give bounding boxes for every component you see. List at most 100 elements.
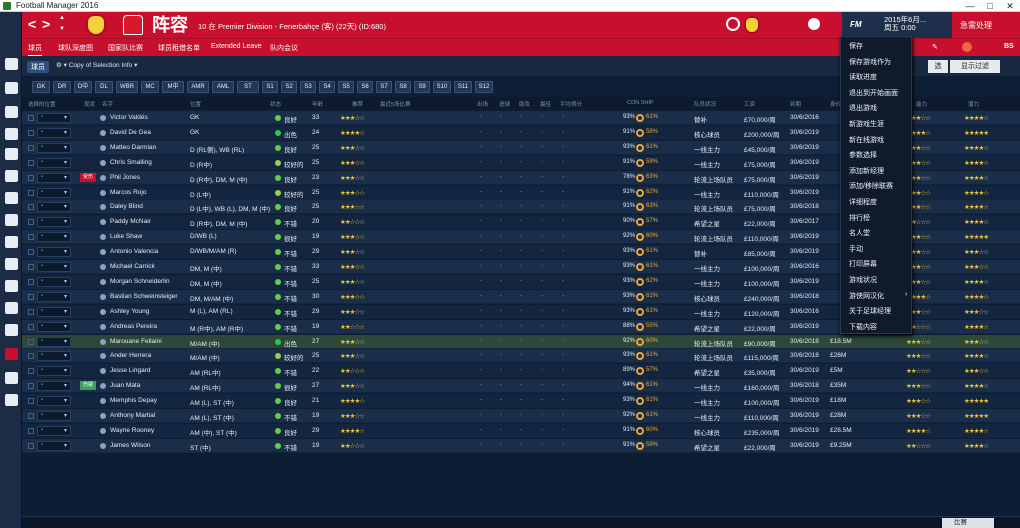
search-icon[interactable] <box>726 17 740 31</box>
position-dropdown[interactable]: - ▾ <box>37 321 71 332</box>
subnav-depth-chart[interactable]: 球队深度图 <box>58 45 93 52</box>
player-name[interactable]: Phil Jones <box>110 173 140 181</box>
position-dropdown[interactable]: - ▾ <box>37 306 71 317</box>
player-info-icon[interactable] <box>100 234 106 241</box>
row-checkbox[interactable] <box>28 383 34 390</box>
col-status[interactable]: 现状 <box>84 102 96 108</box>
player-info-icon[interactable] <box>100 189 106 196</box>
position-dropdown[interactable]: - ▾ <box>37 262 71 272</box>
menu-item[interactable]: 添加/移除联赛 <box>849 183 893 191</box>
col-pom[interactable]: 最佳 <box>540 102 552 108</box>
fm-menu-button[interactable]: FM <box>850 20 862 29</box>
menu-item[interactable]: 排行榜 <box>849 214 870 222</box>
row-checkbox[interactable] <box>28 338 34 345</box>
position-filter-s3[interactable]: S3 <box>300 81 316 93</box>
position-dropdown[interactable]: - ▾ <box>37 396 71 407</box>
options-button[interactable]: 选 <box>928 60 948 73</box>
subnav-international[interactable]: 国家队比赛 <box>108 45 143 52</box>
table-row[interactable]: - ▾ Daley Blind D (L中), WB (L), DM, M (中) 良好… <box>22 200 1020 215</box>
player-name[interactable]: Marouane Fellaini <box>110 337 162 345</box>
table-row[interactable]: - ▾ Chris Smalling D (R中) 较好的 25 ★★★☆☆ - - - - -91%… <box>22 155 1020 170</box>
player-name[interactable]: Paddy McNair <box>110 218 151 226</box>
row-checkbox[interactable] <box>28 368 34 375</box>
menu-item[interactable]: 名人堂 <box>849 230 870 238</box>
edit-icon[interactable]: ✎ <box>932 44 938 51</box>
menu-item[interactable]: 游侠网汉化 <box>849 291 907 301</box>
col-position[interactable]: 位置 <box>190 102 202 108</box>
table-row[interactable]: - ▾ 受伤 Phil Jones D (R中), DM, M (中) 良好 23 ★★★☆☆… <box>22 170 1020 185</box>
up-arrow-icon[interactable]: ▲ <box>59 15 65 21</box>
position-filter-dl[interactable]: DL <box>95 81 113 93</box>
row-checkbox[interactable] <box>28 129 34 136</box>
menu-item[interactable]: 保存 <box>849 43 863 50</box>
row-checkbox[interactable] <box>28 427 34 434</box>
table-row[interactable]: - ▾ David De Gea GK 出色 24 ★★★★☆ - - - - -91% 58% 核心球员… <box>22 125 1020 140</box>
continue-button[interactable]: 急需处理 <box>960 21 992 30</box>
position-filter-aml[interactable]: AML <box>212 81 234 93</box>
player-info-icon[interactable] <box>100 264 106 270</box>
player-info-icon[interactable] <box>100 115 106 121</box>
player-info-icon[interactable] <box>100 308 106 315</box>
player-name[interactable]: James Wilson <box>110 441 151 449</box>
col-apps[interactable]: 出场 <box>477 102 489 108</box>
menu-item[interactable]: 参数选择 <box>849 152 877 160</box>
position-filter-s7[interactable]: S7 <box>376 81 392 93</box>
table-row[interactable]: - ▾ Jesse Lingard AM (RL中) 不错 22 ★★☆☆☆ - - - - -89%… <box>22 364 1020 379</box>
position-filter-s11[interactable]: S11 <box>454 81 472 93</box>
player-name[interactable]: Marcos Rojo <box>110 188 147 196</box>
player-name[interactable]: Morgan Schneiderlin <box>110 277 170 285</box>
row-checkbox[interactable] <box>28 323 34 330</box>
player-info-icon[interactable] <box>100 442 106 449</box>
position-filter-mc[interactable]: MC <box>141 81 159 93</box>
medical-icon[interactable] <box>5 258 18 270</box>
player-name[interactable]: Andreas Pereira <box>110 322 157 330</box>
player-name[interactable]: Memphis Depay <box>110 397 157 405</box>
menu-item[interactable]: 新在线游戏 <box>849 136 884 144</box>
row-checkbox[interactable] <box>28 293 34 300</box>
position-filter-s2[interactable]: S2 <box>281 81 297 93</box>
player-name[interactable]: Anthony Martial <box>110 412 156 419</box>
table-row[interactable]: - ▾ Luke Shaw D/WB (L) 很好 19 ★★★☆☆ - - - - -92% 60% 轮… <box>22 230 1020 245</box>
position-filter-s1[interactable]: S1 <box>262 81 278 93</box>
maximize-button[interactable]: □ <box>987 1 993 11</box>
position-filter-gk[interactable]: GK <box>32 81 50 93</box>
position-filter-s12[interactable]: S12 <box>475 81 493 93</box>
position-filter-d中[interactable]: D中 <box>74 81 92 93</box>
table-row[interactable]: - ▾ James Wilson ST (中) 不错 19 ★★☆☆☆ - - - - -91% 59%… <box>22 438 1020 453</box>
view-selector[interactable]: ⚙ ▾ Copy of Selection Info ▾ <box>56 62 138 69</box>
col-condition[interactable]: 状态 <box>270 102 282 108</box>
player-name[interactable]: Juan Mata <box>110 382 141 390</box>
menu-item[interactable]: 手动 <box>849 245 863 253</box>
player-name[interactable]: Matteo Darmian <box>110 143 157 151</box>
col-goals[interactable]: 进球 <box>499 102 511 108</box>
position-filter-s10[interactable]: S10 <box>433 81 451 93</box>
subnav-loans[interactable]: 球员租借名单 <box>158 45 200 52</box>
menu-item[interactable]: 打印屏幕 <box>849 261 877 269</box>
menu-item[interactable]: 下载内容 <box>849 323 877 331</box>
report-icon[interactable] <box>5 236 18 248</box>
table-row[interactable]: - ▾ Ashley Young M (L), AM (RL) 不错 29 ★★★☆☆ - - -… <box>22 304 1020 319</box>
table-row[interactable]: - ▾ Matteo Darmian D (RL侧), WB (RL) 良好 25 ★★★☆… <box>22 140 1020 155</box>
col-value[interactable]: 身价 <box>830 102 842 108</box>
tab-players[interactable]: 球员 <box>27 61 49 73</box>
row-checkbox[interactable] <box>28 278 34 285</box>
col-name[interactable]: 名字 <box>102 102 114 108</box>
row-checkbox[interactable] <box>28 189 34 196</box>
player-name[interactable]: Bastian Schweinsteiger <box>110 292 178 300</box>
table-row[interactable]: - ▾ 伤疑 Juan Mata AM (RL中) 很好 27 ★★★☆☆ - - - - -94% 61… <box>22 379 1020 394</box>
position-filter-s4[interactable]: S4 <box>319 81 335 93</box>
position-dropdown[interactable]: - ▾ <box>37 411 71 421</box>
row-checkbox[interactable] <box>28 264 34 270</box>
squad-icon[interactable] <box>5 106 18 118</box>
table-row[interactable]: - ▾ Memphis Depay AM (L), ST (中) 良好 21 ★★★★☆ - -… <box>22 394 1020 409</box>
position-dropdown[interactable]: - ▾ <box>37 247 71 258</box>
player-name[interactable]: Victor Valdés <box>110 114 148 121</box>
row-checkbox[interactable] <box>28 353 34 360</box>
col-con-ship[interactable]: CON SHIP <box>627 100 654 106</box>
position-filter-s8[interactable]: S8 <box>395 81 411 93</box>
player-info-icon[interactable] <box>100 144 106 151</box>
position-dropdown[interactable]: - ▾ <box>37 142 71 153</box>
player-name[interactable]: Daley Blind <box>110 203 143 211</box>
position-dropdown[interactable]: - ▾ <box>37 202 71 213</box>
position-dropdown[interactable]: - ▾ <box>37 157 71 168</box>
